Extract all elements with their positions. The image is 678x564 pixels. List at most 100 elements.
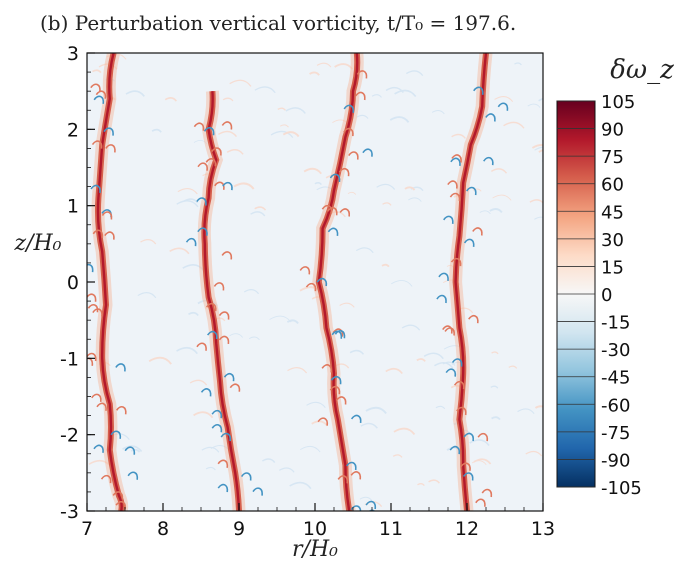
background-eddy bbox=[517, 408, 535, 415]
background-eddy bbox=[201, 446, 220, 453]
filament-2-eddy bbox=[185, 237, 197, 247]
background-eddy bbox=[472, 188, 482, 192]
filament-2-eddy bbox=[223, 372, 235, 382]
filament-1-eddy bbox=[93, 95, 105, 104]
filament-2-eddy bbox=[218, 311, 230, 320]
background-eddy bbox=[309, 71, 320, 76]
colorbar-tick-label: -75 bbox=[601, 423, 630, 444]
background-eddy bbox=[417, 483, 425, 487]
background-eddy bbox=[286, 319, 299, 325]
background-eddy bbox=[218, 130, 238, 138]
background-eddy bbox=[408, 197, 422, 202]
background-eddy bbox=[278, 467, 295, 473]
colorbar-tick-label: 60 bbox=[601, 175, 624, 196]
filament-2-eddy bbox=[196, 197, 207, 206]
background-eddy bbox=[285, 107, 306, 114]
filament-3-eddy bbox=[330, 375, 342, 385]
filament-4-eddy bbox=[462, 472, 474, 481]
filament-3-eddy bbox=[350, 471, 362, 480]
colorbar-tick-label: 90 bbox=[601, 120, 624, 141]
background-eddy bbox=[314, 182, 322, 186]
background-eddy bbox=[381, 263, 390, 268]
filament-2-eddy bbox=[214, 181, 225, 190]
x-tick-label: 8 bbox=[157, 518, 169, 540]
filament-4-eddy bbox=[449, 192, 461, 202]
filament-1-eddy bbox=[115, 363, 126, 372]
x-tick-label: 11 bbox=[379, 518, 403, 540]
background-eddy bbox=[431, 109, 445, 115]
x-axis: 7 8 9 10 11 12 13 bbox=[81, 503, 555, 540]
x-tick-label: 10 bbox=[303, 518, 327, 540]
y-tick-label: 2 bbox=[67, 119, 79, 141]
filament-3-eddy bbox=[348, 151, 359, 160]
background-eddy bbox=[492, 194, 512, 201]
colorbar-tick-label: 45 bbox=[601, 202, 624, 223]
background-eddy bbox=[385, 367, 403, 374]
filament-1-eddy bbox=[92, 229, 104, 238]
background-eddy bbox=[473, 458, 492, 465]
colorbar-tick-label: 30 bbox=[601, 230, 624, 251]
filament-2-eddy bbox=[221, 121, 233, 130]
background-eddy bbox=[289, 481, 312, 490]
colorbar-tick-label: 75 bbox=[601, 147, 624, 168]
background-eddy bbox=[177, 188, 198, 195]
filament-4-eddy bbox=[451, 358, 463, 367]
filament-1-eddy bbox=[112, 491, 124, 500]
filament-4-eddy bbox=[466, 186, 477, 196]
filament-1-eddy bbox=[87, 263, 94, 273]
filament-1-eddy bbox=[127, 471, 139, 480]
background-eddy bbox=[254, 86, 276, 94]
filament-3-eddy bbox=[365, 500, 377, 510]
background-eddy bbox=[451, 133, 466, 139]
filament-2-eddy bbox=[197, 227, 208, 236]
filament-4-eddy bbox=[460, 462, 471, 471]
background-eddy bbox=[529, 199, 543, 204]
y-axis: -3 -2 -1 0 1 2 3 bbox=[60, 43, 95, 523]
filament-1-eddy bbox=[101, 211, 113, 220]
background-eddy bbox=[130, 448, 141, 453]
background-eddy bbox=[125, 90, 145, 97]
background-eddy bbox=[391, 280, 413, 287]
background-eddy bbox=[428, 479, 440, 484]
colorbar-tick-label: -60 bbox=[601, 395, 630, 416]
background-eddy bbox=[491, 351, 499, 355]
y-tick-label: -3 bbox=[60, 501, 79, 523]
filament-1-eddy bbox=[110, 430, 122, 439]
filament-3-eddy bbox=[362, 148, 373, 157]
background-eddy bbox=[316, 62, 332, 68]
background-eddy bbox=[355, 247, 374, 254]
background-eddy bbox=[233, 182, 255, 190]
filament-4-core bbox=[454, 53, 488, 511]
background-eddy bbox=[489, 208, 503, 214]
background-eddy bbox=[306, 401, 326, 409]
colorbar-tick-label: -45 bbox=[601, 368, 630, 389]
filament-2-eddy bbox=[221, 251, 233, 260]
background-eddy bbox=[189, 379, 208, 386]
filament-4-eddy bbox=[450, 257, 462, 267]
filament-3-eddy bbox=[338, 167, 350, 177]
background-eddy bbox=[393, 427, 416, 436]
filament-4-eddy bbox=[449, 445, 461, 455]
filament-3-eddy bbox=[299, 266, 311, 275]
background-eddy bbox=[229, 79, 252, 87]
background-eddy bbox=[176, 346, 198, 355]
filament-3-eddy bbox=[334, 329, 346, 339]
background-eddy bbox=[394, 89, 417, 98]
filament-3-eddy bbox=[343, 104, 355, 113]
filament-4-eddy bbox=[456, 406, 467, 416]
filament-2-eddy bbox=[220, 432, 232, 442]
background-eddy bbox=[446, 265, 454, 268]
background-eddy bbox=[169, 247, 190, 255]
chart-title: (b) Perturbation vertical vorticity, t/T… bbox=[40, 11, 516, 35]
filament-2-eddy bbox=[217, 483, 229, 493]
background-eddy bbox=[277, 107, 286, 111]
filament-3-eddy bbox=[356, 70, 368, 79]
filament-3-eddy bbox=[305, 282, 317, 292]
background-eddy bbox=[405, 70, 424, 77]
background-eddy bbox=[339, 302, 355, 308]
filament-2-eddy bbox=[252, 487, 263, 496]
background-eddy bbox=[279, 124, 289, 128]
filament-3-eddy bbox=[350, 505, 362, 511]
filament-4-eddy bbox=[453, 380, 465, 390]
